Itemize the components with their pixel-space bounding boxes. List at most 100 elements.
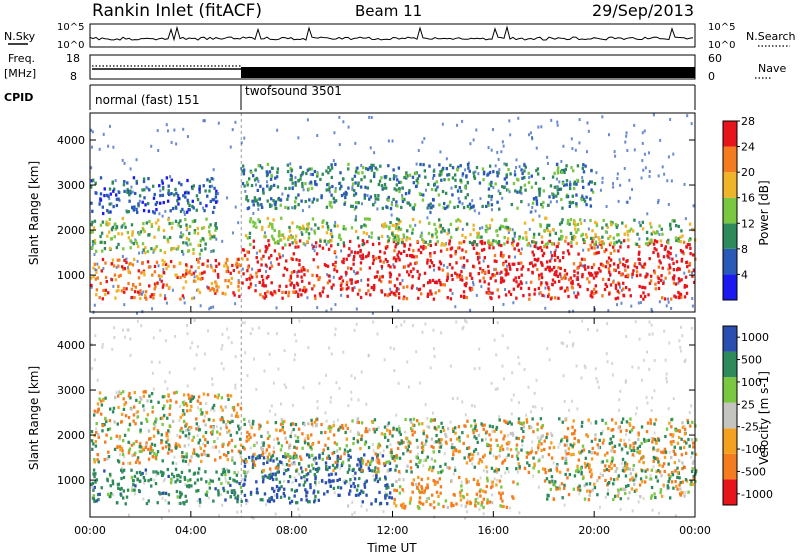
echo-speckle bbox=[354, 141, 357, 145]
echo-cell bbox=[446, 232, 449, 236]
echo-speckle bbox=[631, 187, 634, 191]
echo-cell bbox=[460, 270, 463, 274]
echo-cell bbox=[261, 498, 264, 502]
echo-cell bbox=[618, 260, 622, 265]
echo-speckle bbox=[606, 322, 609, 326]
echo-cell bbox=[679, 248, 683, 253]
echo-cell bbox=[270, 291, 273, 296]
echo-speckle bbox=[445, 157, 448, 161]
echo-cell bbox=[607, 256, 611, 260]
echo-cell bbox=[101, 424, 105, 428]
echo-cell bbox=[652, 250, 655, 255]
echo-cell bbox=[480, 503, 483, 507]
echo-speckle bbox=[530, 446, 533, 450]
echo-speckle bbox=[193, 275, 196, 279]
echo-speckle bbox=[207, 496, 210, 500]
echo-cell bbox=[285, 284, 288, 288]
echo-cell bbox=[542, 200, 545, 205]
echo-cell bbox=[363, 485, 367, 489]
echo-cell bbox=[152, 196, 156, 200]
echo-speckle bbox=[637, 366, 640, 370]
echo-speckle bbox=[318, 381, 321, 385]
echo-cell bbox=[604, 464, 607, 468]
echo-speckle bbox=[389, 442, 392, 446]
echo-cell bbox=[368, 428, 371, 432]
echo-cell bbox=[416, 239, 419, 244]
echo-speckle bbox=[624, 380, 627, 384]
echo-cell bbox=[354, 251, 357, 255]
echo-cell bbox=[567, 278, 571, 282]
echo-cell bbox=[669, 440, 673, 444]
echo-cell bbox=[239, 451, 242, 455]
colorbar-tick-label: 8 bbox=[741, 243, 748, 256]
echo-speckle bbox=[295, 339, 298, 343]
echo-cell bbox=[651, 440, 654, 444]
echo-cell bbox=[613, 463, 616, 468]
echo-cell bbox=[288, 186, 291, 190]
echo-cell bbox=[198, 190, 201, 194]
echo-cell bbox=[573, 180, 577, 184]
echo-cell bbox=[504, 218, 508, 223]
echo-cell bbox=[184, 459, 188, 464]
echo-cell bbox=[541, 205, 544, 209]
echo-cell bbox=[104, 440, 107, 444]
echo-cell bbox=[557, 241, 560, 246]
echo-speckle bbox=[523, 368, 526, 372]
echo-cell bbox=[672, 268, 676, 272]
echo-cell bbox=[143, 273, 146, 277]
echo-cell bbox=[534, 241, 538, 245]
echo-speckle bbox=[211, 377, 214, 381]
echo-speckle bbox=[232, 231, 235, 235]
echo-cell bbox=[592, 287, 596, 291]
echo-cell bbox=[114, 278, 118, 282]
echo-speckle bbox=[360, 504, 363, 508]
echo-cell bbox=[355, 488, 359, 492]
echo-speckle bbox=[175, 142, 178, 146]
echo-cell bbox=[406, 270, 409, 274]
echo-cell bbox=[167, 240, 170, 244]
echo-cell bbox=[122, 496, 125, 500]
echo-cell bbox=[301, 279, 304, 283]
echo-cell bbox=[237, 257, 240, 261]
echo-cell bbox=[215, 282, 218, 286]
echo-cell bbox=[249, 435, 252, 440]
echo-cell bbox=[555, 162, 559, 167]
echo-cell bbox=[292, 456, 295, 460]
echo-speckle bbox=[325, 242, 328, 246]
echo-cell bbox=[284, 455, 287, 459]
echo-speckle bbox=[164, 380, 167, 384]
echo-cell bbox=[384, 484, 387, 488]
echo-cell bbox=[621, 457, 625, 462]
echo-speckle bbox=[123, 303, 126, 307]
echo-cell bbox=[98, 492, 101, 496]
echo-cell bbox=[132, 413, 136, 417]
echo-cell bbox=[287, 206, 290, 210]
echo-cell bbox=[613, 249, 616, 253]
echo-cell bbox=[381, 275, 384, 279]
power-data bbox=[90, 113, 697, 315]
echo-speckle bbox=[402, 490, 405, 494]
echo-cell bbox=[565, 235, 568, 240]
echo-cell bbox=[653, 422, 656, 426]
echo-speckle bbox=[195, 353, 198, 357]
echo-cell bbox=[338, 477, 341, 482]
echo-cell bbox=[407, 191, 411, 195]
echo-cell bbox=[212, 249, 215, 253]
echo-cell bbox=[556, 463, 559, 467]
echo-cell bbox=[170, 449, 173, 453]
echo-cell bbox=[115, 289, 118, 293]
echo-speckle bbox=[618, 398, 621, 402]
echo-cell bbox=[667, 241, 670, 245]
echo-cell bbox=[279, 198, 283, 202]
echo-cell bbox=[206, 194, 209, 198]
echo-speckle bbox=[205, 401, 208, 405]
echo-cell bbox=[652, 230, 655, 234]
echo-cell bbox=[386, 259, 389, 264]
echo-cell bbox=[133, 205, 136, 209]
echo-cell bbox=[230, 489, 234, 493]
echo-cell bbox=[456, 246, 460, 250]
echo-cell bbox=[126, 230, 130, 235]
echo-cell bbox=[615, 225, 619, 229]
echo-cell bbox=[118, 437, 121, 441]
echo-cell bbox=[409, 418, 412, 422]
